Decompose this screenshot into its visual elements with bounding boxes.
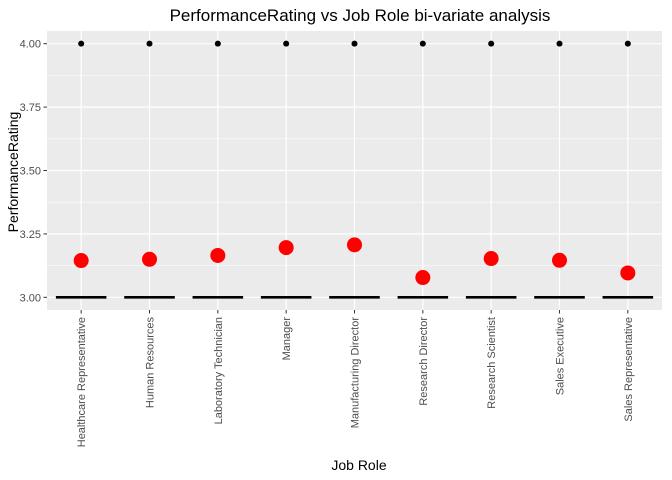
y-axis-title: PerformanceRating [5,112,21,233]
mean-point [347,237,362,253]
chart-marks [55,40,654,299]
x-tick-label: Sales Representative [623,317,635,422]
outlier-point [214,40,221,47]
x-tick-label: Human Resources [145,317,157,409]
mean-point [210,247,226,263]
y-tick-label: 4.00 [20,39,41,51]
x-tick-label: Manager [281,317,293,361]
mean-point [620,265,636,281]
outlier-point [556,40,563,47]
mean-point [483,251,499,267]
outlier-point [146,40,153,47]
chart-title: PerformanceRating vs Job Role bi-variate… [170,6,551,25]
y-tick-label: 3.25 [20,229,41,241]
x-axis-title: Job Role [331,457,386,473]
outlier-point [488,40,495,47]
outlier-point [624,40,631,47]
outlier-point [351,40,358,47]
outlier-point [78,40,85,47]
y-tick-label: 3.50 [20,166,41,178]
x-tick-label: Sales Executive [555,317,567,395]
outlier-point [419,40,426,47]
x-tick-label: Research Director [418,317,430,406]
x-tick-label: Healthcare Representative [76,317,88,447]
mean-point [415,270,431,286]
y-tick-label: 3.00 [20,292,41,304]
mean-point [278,240,294,256]
outlier-point [283,40,290,47]
mean-point [73,253,89,269]
y-axis: 3.00 3.25 3.50 3.75 4.00 [20,39,47,304]
x-tick-label: Laboratory Technician [213,317,225,424]
mean-point [142,251,157,267]
y-tick-label: 3.75 [20,102,41,114]
mean-point [552,252,567,268]
x-axis: Healthcare Representative Human Resources… [76,310,635,447]
x-tick-label: Manufacturing Director [350,317,362,429]
x-tick-label: Research Scientist [486,317,498,409]
